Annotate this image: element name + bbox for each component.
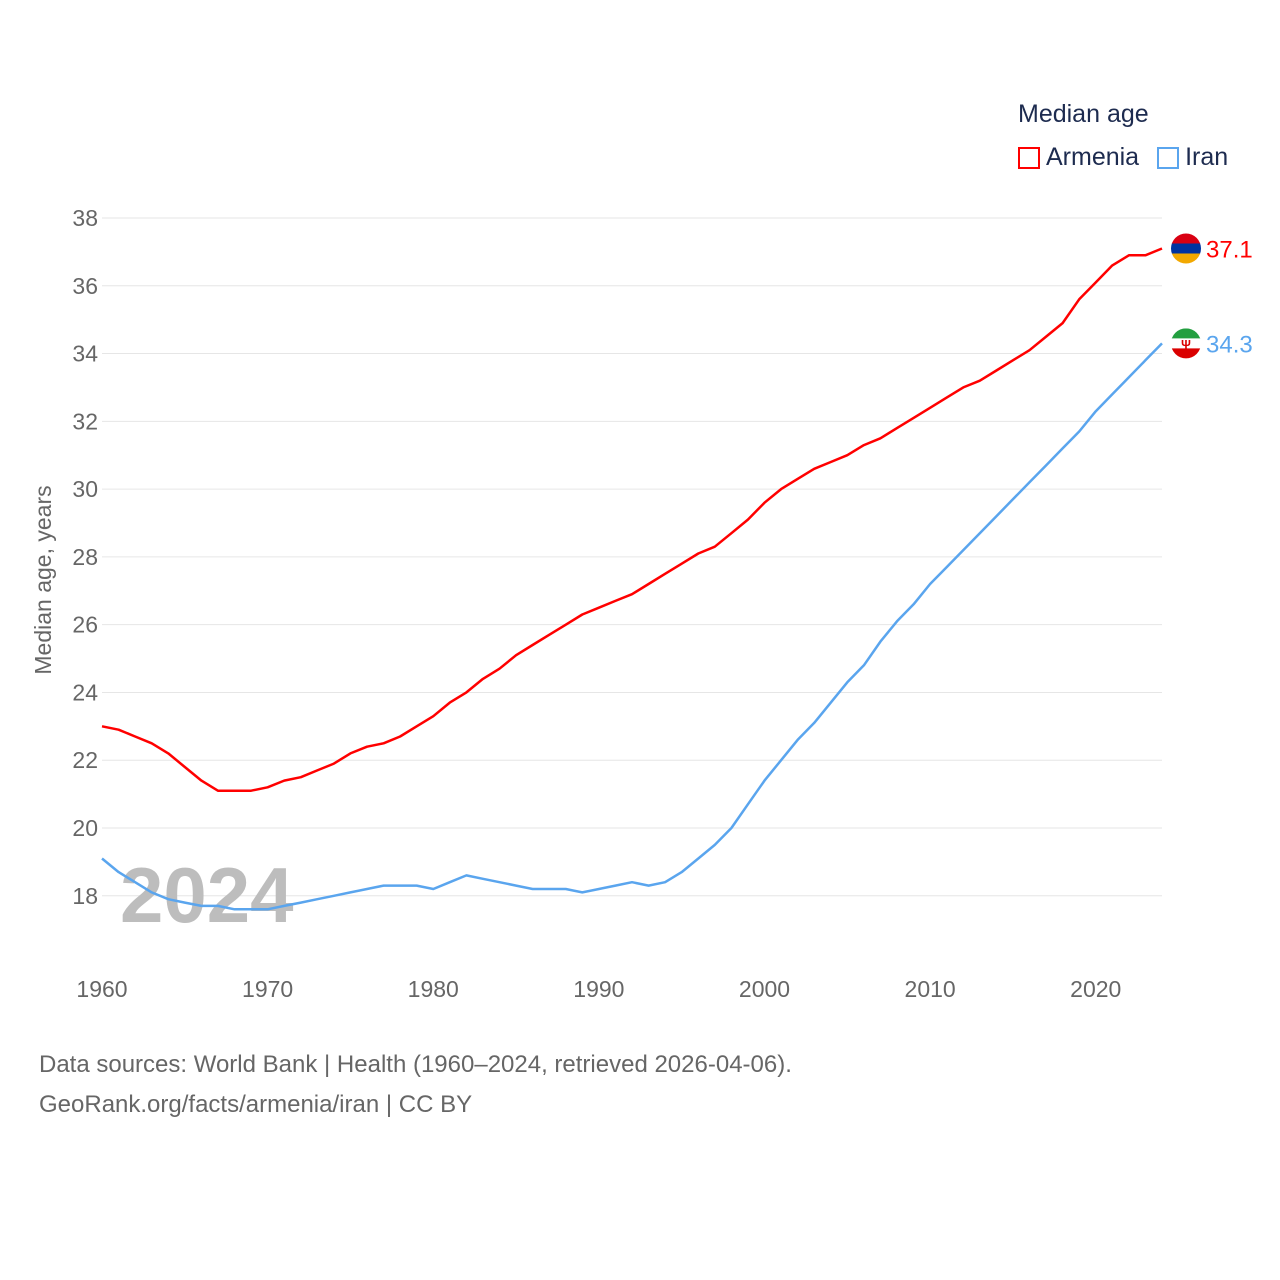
y-tick-label: 18 xyxy=(72,883,98,909)
y-tick-label: 28 xyxy=(72,544,98,570)
legend-item-armenia[interactable]: Armenia xyxy=(1018,143,1139,172)
y-tick-label: 30 xyxy=(72,476,98,502)
legend-label: Armenia xyxy=(1046,143,1140,171)
x-tick-label: 1960 xyxy=(76,976,127,1002)
y-axis-label: Median age, years xyxy=(30,485,56,674)
attribution-link[interactable]: GeoRank.org/facts/armenia/iran | CC BY xyxy=(39,1091,473,1118)
y-tick-label: 20 xyxy=(72,815,98,841)
source-note: Data sources: World Bank | Health (1960–… xyxy=(39,1045,792,1125)
data-source-text: Data sources: World Bank | Health (1960–… xyxy=(39,1051,792,1078)
y-tick-label: 34 xyxy=(72,341,98,367)
x-tick-label: 2000 xyxy=(739,976,790,1002)
legend: Armenia Iran xyxy=(1018,143,1246,172)
end-value-label: 37.1 xyxy=(1206,237,1253,264)
legend-label: Iran xyxy=(1185,143,1229,171)
series-line-iran xyxy=(101,342,1163,911)
year-watermark: 2024 xyxy=(120,851,294,939)
x-tick-label: 1990 xyxy=(573,976,624,1002)
legend-item-iran[interactable]: Iran xyxy=(1157,143,1228,172)
x-tick-label: 2010 xyxy=(905,976,956,1002)
x-tick-label: 1970 xyxy=(242,976,293,1002)
y-tick-label: 36 xyxy=(72,273,98,299)
legend-swatch-iran xyxy=(1157,146,1180,169)
y-tick-label: 22 xyxy=(72,747,98,773)
y-tick-label: 24 xyxy=(72,679,98,705)
x-tick-label: 2020 xyxy=(1070,976,1121,1002)
flag-icon-armenia xyxy=(1171,233,1201,264)
legend-title: Median age xyxy=(1018,100,1149,128)
flag-icon-iran: Ψ xyxy=(1171,328,1201,359)
svg-text:Ψ: Ψ xyxy=(1181,337,1191,351)
series-line-armenia xyxy=(101,247,1163,792)
y-tick-label: 26 xyxy=(72,612,98,638)
x-tick-label: 1980 xyxy=(408,976,459,1002)
y-tick-label: 32 xyxy=(72,408,98,434)
y-tick-label: 38 xyxy=(72,205,98,231)
legend-swatch-armenia xyxy=(1018,146,1040,169)
end-value-label: 34.3 xyxy=(1206,331,1253,358)
